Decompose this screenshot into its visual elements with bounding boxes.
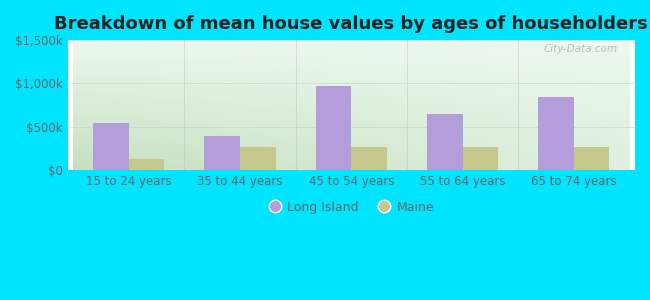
Bar bbox=[463, 147, 498, 170]
Bar bbox=[574, 147, 610, 170]
Text: City-Data.com: City-Data.com bbox=[544, 44, 618, 54]
Bar bbox=[316, 86, 351, 170]
Bar bbox=[93, 122, 129, 170]
Bar bbox=[538, 98, 574, 170]
Legend: Long Island, Maine: Long Island, Maine bbox=[264, 196, 439, 219]
Bar bbox=[427, 114, 463, 170]
Bar bbox=[240, 147, 276, 170]
Bar bbox=[351, 147, 387, 170]
Bar bbox=[205, 136, 240, 170]
Bar bbox=[129, 159, 164, 170]
Title: Breakdown of mean house values by ages of householders: Breakdown of mean house values by ages o… bbox=[55, 15, 648, 33]
